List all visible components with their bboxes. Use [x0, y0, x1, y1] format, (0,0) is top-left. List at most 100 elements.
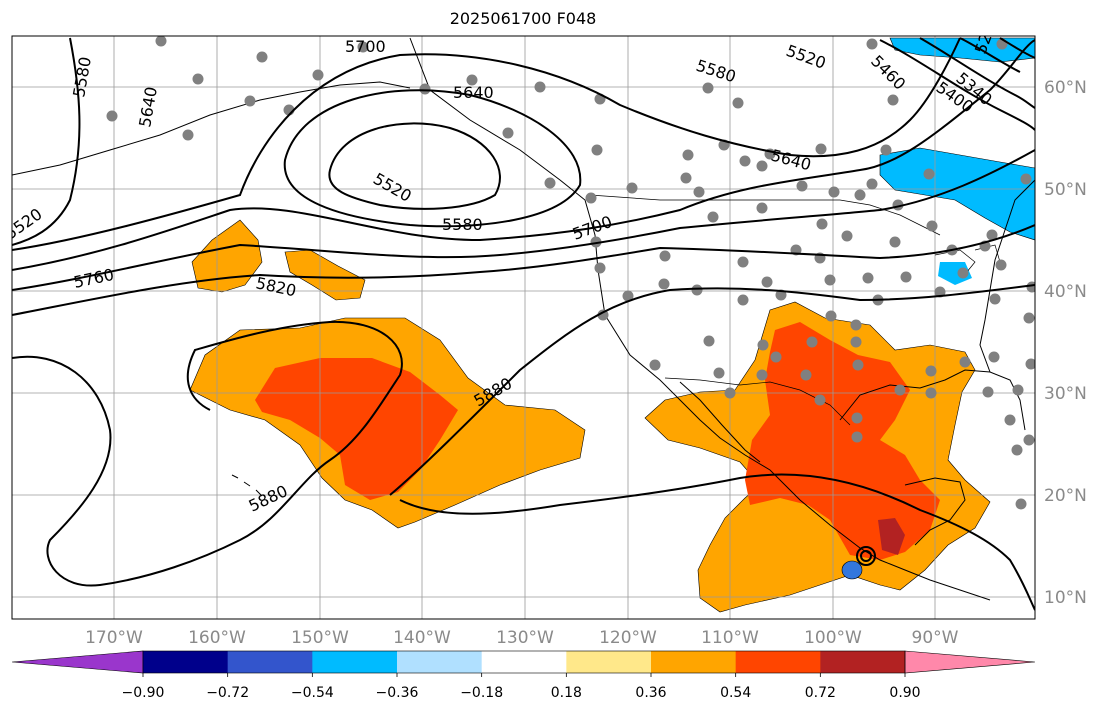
- station-dot: [691, 284, 703, 296]
- station-dot: [761, 276, 773, 288]
- colorbar-tick-label: −0.54: [291, 685, 334, 701]
- contour-5880-east: [389, 284, 1035, 496]
- contour-label: 5640: [453, 83, 494, 102]
- station-dot: [256, 51, 268, 63]
- colorbar-tick-label: 0.54: [720, 685, 751, 701]
- station-dot: [841, 230, 853, 242]
- station-dot: [732, 97, 744, 109]
- station-dot: [502, 127, 514, 139]
- station-dot: [995, 259, 1007, 271]
- colorbar-tick-label: −0.72: [206, 685, 249, 701]
- station-dot: [887, 94, 899, 106]
- station-dot: [680, 172, 692, 184]
- latitude-label: 40°N: [1044, 282, 1087, 302]
- anomaly-region-pacific-core: [255, 358, 458, 500]
- graticule: [12, 36, 1035, 619]
- station-dot: [1023, 434, 1035, 446]
- station-dot: [155, 36, 167, 47]
- coastline-alaska-south: [12, 81, 411, 176]
- coastline-yucatan: [904, 477, 966, 546]
- station-dot: [866, 38, 878, 50]
- station-dot: [816, 218, 828, 230]
- station-dot: [1011, 444, 1023, 456]
- longitude-label: 100°W: [804, 628, 862, 648]
- hawaii-islands: [231, 474, 263, 497]
- station-dot: [852, 359, 864, 371]
- tropical-low-contour-inner: [860, 550, 872, 562]
- station-dot: [659, 250, 671, 262]
- station-dot: [192, 73, 204, 85]
- station-dot: [1020, 173, 1032, 185]
- tropical-low-contour: [856, 546, 876, 566]
- station-dot: [800, 369, 812, 381]
- height-contours: [12, 37, 1035, 611]
- anomaly-region-mexico-core: [745, 322, 940, 560]
- colorbar-segment: [312, 651, 398, 673]
- contour-5400-5280: [879, 37, 1035, 131]
- longitude-label: 110°W: [701, 628, 759, 648]
- colorbar-outline: [142, 650, 906, 674]
- station-dot: [756, 202, 768, 214]
- latitude-labels: 60°N 50°N 40°N 30°N 20°N 10°N: [1044, 78, 1087, 608]
- colorbar-segment: [651, 651, 737, 673]
- contour-5580-west: [12, 37, 81, 246]
- colorbar-tick-label: −0.90: [122, 685, 165, 701]
- coastline-baja: [679, 381, 761, 463]
- colorbar-segment: [481, 651, 567, 673]
- longitude-label: 120°W: [599, 628, 657, 648]
- station-dot: [828, 186, 840, 198]
- station-dot: [737, 256, 749, 268]
- border-us-mexico: [664, 377, 851, 426]
- longitude-label: 140°W: [393, 628, 451, 648]
- contour-5640: [12, 37, 961, 251]
- latitude-label: 20°N: [1044, 486, 1087, 506]
- contour-label: 5580: [442, 215, 483, 234]
- station-dot: [986, 229, 998, 241]
- station-dot: [894, 384, 906, 396]
- station-dot: [1004, 414, 1016, 426]
- station-dot: [934, 286, 946, 298]
- station-dot: [703, 335, 715, 347]
- station-dot: [649, 359, 661, 371]
- station-dot: [889, 236, 901, 248]
- station-dot: [959, 356, 971, 368]
- station-dot: [925, 365, 937, 377]
- coastline-north-america-west: [409, 37, 991, 601]
- station-dot: [851, 431, 863, 443]
- anomaly-region-dark-red: [878, 518, 905, 555]
- station-dot: [1012, 384, 1024, 396]
- colorbar-segment: [227, 651, 313, 673]
- contour-5820: [12, 224, 1035, 316]
- anomaly-region-blue-coast: [841, 560, 863, 580]
- station-dot: [534, 81, 546, 93]
- station-dot: [594, 262, 606, 274]
- colorbar-segment: [904, 650, 1036, 674]
- station-dot: [982, 386, 994, 398]
- station-dot: [926, 220, 938, 232]
- contour-5580-low: [283, 89, 582, 228]
- colorbar-segment: [735, 651, 821, 673]
- station-dot: [707, 211, 719, 223]
- longitude-label: 130°W: [496, 628, 554, 648]
- colorbar-tick-labels: −0.90 −0.72 −0.54 −0.36 −0.18 0.18 0.36 0.54 0.7…: [122, 673, 921, 701]
- longitude-labels: 170°W 160°W 150°W 140°W 130°W 120°W 110°W 100°W…: [85, 628, 959, 648]
- station-dot: [658, 278, 670, 290]
- station-dot: [702, 82, 714, 94]
- station-dot: [824, 274, 836, 286]
- station-dot: [925, 387, 937, 399]
- station-dot: [590, 236, 602, 248]
- longitude-label: 170°W: [85, 628, 143, 648]
- longitude-label: 90°W: [912, 628, 959, 648]
- station-dot: [585, 192, 597, 204]
- station-dot: [854, 189, 866, 201]
- colorbar-segment: [143, 651, 229, 673]
- station-dot: [957, 267, 969, 279]
- station-dot: [1026, 281, 1035, 293]
- station-dot: [312, 69, 324, 81]
- station-dot: [1023, 312, 1035, 324]
- station-dot: [851, 412, 863, 424]
- contour-5700: [12, 39, 1035, 271]
- station-dot: [466, 74, 478, 86]
- station-dot: [988, 351, 1000, 363]
